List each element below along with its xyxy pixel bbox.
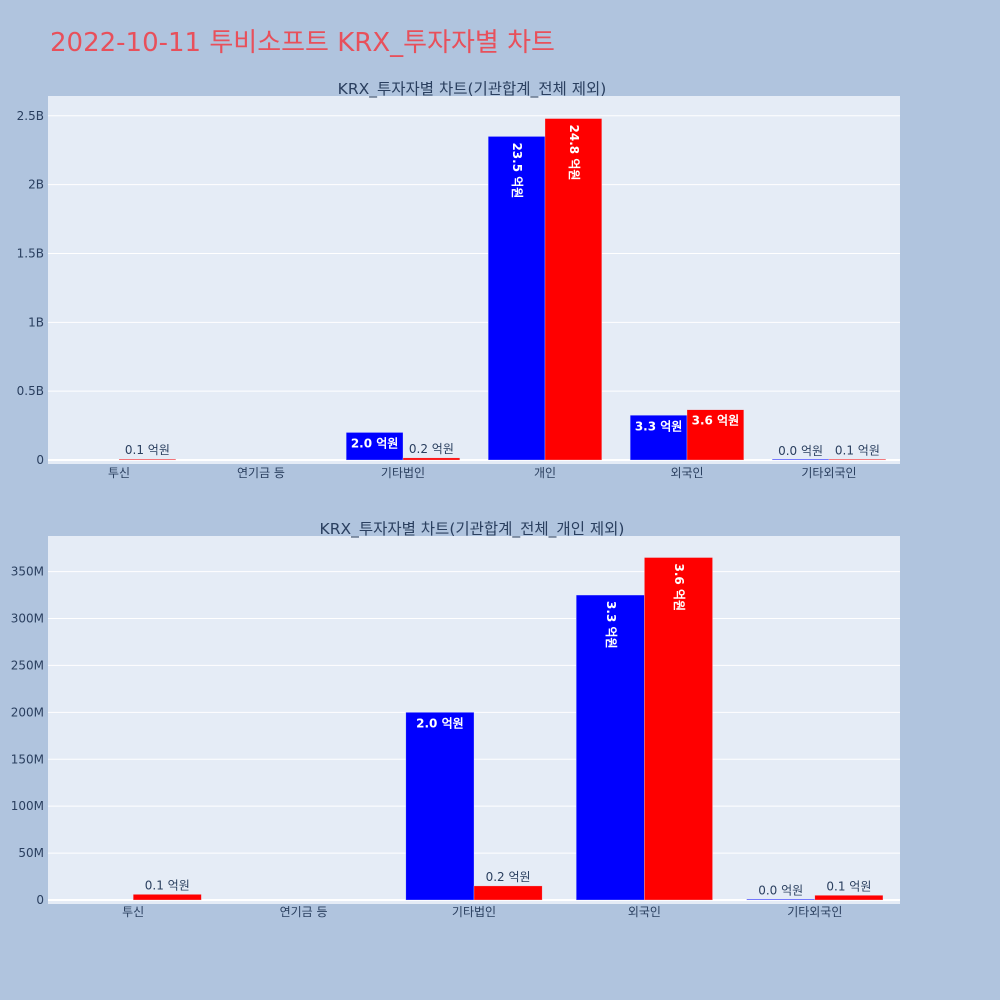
bar	[402, 457, 461, 461]
x-tick-label: 기타법인	[381, 466, 425, 480]
y-tick-label: 300M	[11, 612, 44, 626]
chart-title: KRX_투자자별 차트(기관합계_전체 제외)	[338, 80, 607, 99]
y-tick-label: 1.5B	[17, 246, 44, 260]
bar	[405, 712, 475, 901]
x-tick-label: 연기금 등	[280, 905, 328, 919]
bar	[487, 136, 546, 461]
data-label: 2.0 억원	[351, 436, 399, 450]
chart-title: KRX_투자자별 차트(기관합계_전체_개인 제외)	[320, 520, 625, 539]
x-tick-label: 연기금 등	[237, 466, 285, 480]
data-label: 3.6 억원	[692, 414, 740, 428]
data-label: 0.2 억원	[409, 442, 454, 456]
x-tick-label: 기타외국인	[801, 466, 856, 480]
x-tick-label: 외국인	[670, 466, 703, 480]
x-tick-label: 투신	[108, 466, 130, 480]
x-tick-label: 외국인	[628, 905, 661, 919]
data-label: 3.6 억원	[672, 564, 686, 612]
data-label: 0.1 억원	[125, 443, 170, 457]
data-label: 0.1 억원	[145, 878, 190, 892]
y-tick-label: 1B	[28, 315, 44, 329]
plot-area	[48, 96, 900, 464]
bar	[118, 458, 177, 461]
x-tick-label: 투신	[122, 905, 144, 919]
page-title: 2022-10-11 투비소프트 KRX_투자자별 차트	[50, 28, 555, 58]
chart-2: 0 50M 100M 150M 200M 250M 300M 350M KRX_투자자별 차트(…	[11, 520, 900, 919]
bar	[686, 409, 745, 461]
y-tick-label: 350M	[11, 565, 44, 579]
x-tick-label: 개인	[534, 466, 556, 480]
bar	[629, 415, 688, 461]
bar	[575, 594, 645, 901]
data-label: 0.0 억원	[758, 884, 803, 898]
data-label: 23.5 억원	[510, 142, 524, 198]
bar	[473, 885, 543, 901]
y-tick-label: 100M	[11, 799, 44, 813]
bar	[132, 894, 202, 901]
data-label: 3.3 억원	[635, 419, 683, 433]
bar	[345, 432, 404, 461]
data-label: 24.8 억원	[567, 125, 581, 181]
bar	[746, 898, 816, 901]
data-label: 3.3 억원	[604, 601, 618, 649]
y-tick-label: 50M	[18, 846, 44, 860]
bar	[644, 557, 713, 901]
x-tick-label: 기타법인	[452, 905, 496, 919]
y-tick-label: 0.5B	[17, 384, 44, 398]
y-tick-label: 200M	[11, 705, 44, 719]
y-tick-label: 150M	[11, 752, 44, 766]
bar	[828, 458, 887, 461]
y-tick-label: 0	[36, 893, 44, 907]
data-label: 0.1 억원	[835, 443, 880, 457]
chart-1: 0 0.5B 1B 1.5B 2B 2.5B KRX_투자자별 차트(기관합계_전체 제외)…	[17, 80, 900, 480]
data-label: 0.0 억원	[778, 444, 823, 458]
bar	[814, 895, 884, 901]
y-tick-label: 0	[36, 453, 44, 467]
y-tick-label: 2B	[28, 178, 44, 192]
y-tick-label: 250M	[11, 658, 44, 672]
data-label: 0.1 억원	[826, 879, 871, 893]
bar	[771, 458, 830, 461]
y-tick-label: 2.5B	[17, 109, 44, 123]
x-tick-label: 기타외국인	[787, 905, 842, 919]
bar	[544, 118, 603, 461]
data-label: 0.2 억원	[486, 870, 531, 884]
data-label: 2.0 억원	[416, 716, 464, 730]
